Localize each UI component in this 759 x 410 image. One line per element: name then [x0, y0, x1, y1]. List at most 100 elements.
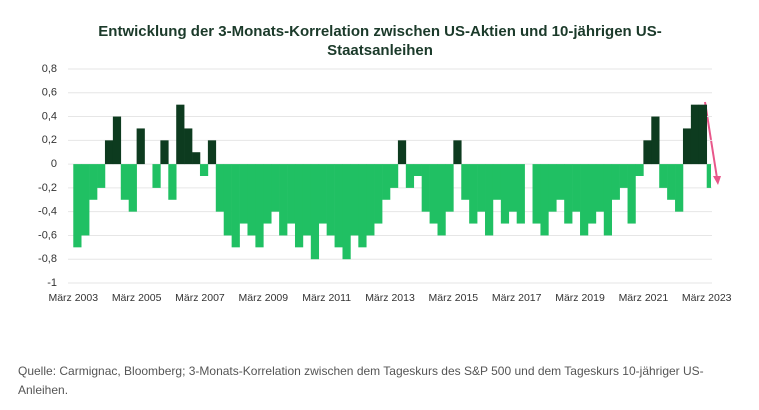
area-segment [667, 164, 676, 200]
area-segment [97, 164, 106, 188]
area-segment [168, 164, 177, 200]
area-segment [271, 164, 280, 212]
x-tick-label: März 2007 [175, 292, 225, 304]
area-segment [326, 164, 335, 236]
area-segment [279, 164, 288, 236]
area-segment [461, 164, 470, 200]
area-segment [152, 164, 161, 188]
y-tick-label: -0,8 [38, 253, 57, 265]
area-segment [73, 164, 82, 248]
x-tick-label: März 2017 [492, 292, 542, 304]
area-segment [199, 164, 209, 176]
area-segment [223, 164, 232, 236]
source-note: Quelle: Carmignac, Bloomberg; 3-Monats-K… [18, 364, 704, 397]
area-segment [342, 164, 351, 260]
area-segment [366, 164, 375, 236]
area-segment [334, 164, 343, 248]
x-tick-label: März 2013 [365, 292, 415, 304]
y-tick-label: 0,8 [42, 63, 57, 75]
y-tick-label: 0,4 [42, 110, 57, 122]
area-segment [247, 164, 256, 236]
y-tick-label: 0,6 [42, 87, 57, 99]
area-segment [698, 104, 708, 165]
area-segment [580, 164, 589, 236]
area-segment [89, 164, 98, 200]
area-segment [128, 164, 137, 212]
area-segment [492, 164, 502, 200]
area-segment [239, 164, 248, 224]
area-segment [564, 164, 573, 224]
area-segment [160, 140, 169, 165]
area-segment [390, 164, 399, 188]
area-segment [231, 164, 240, 248]
area-segment [651, 116, 660, 165]
area-segment [477, 164, 486, 212]
area-segment [675, 164, 684, 212]
area-segment [706, 164, 711, 188]
area-segment [192, 152, 201, 165]
area-segment [445, 164, 454, 212]
x-tick-label: März 2011 [302, 292, 351, 304]
chart-title: Entwicklung der 3-Monats-Korrelation zwi… [98, 23, 662, 59]
area-segment [397, 140, 407, 165]
area-segment [350, 164, 359, 236]
area-segment [263, 164, 272, 224]
area-segment [429, 164, 438, 224]
area-segment [516, 164, 525, 224]
area-segment [255, 164, 264, 248]
area-segment [659, 164, 668, 188]
area-segment [635, 164, 644, 176]
arrow-head [713, 176, 721, 185]
area-segment [587, 164, 597, 224]
area-segment [603, 164, 613, 236]
y-tick-label: -0,6 [38, 229, 57, 241]
area-segment [382, 164, 391, 200]
area-segment [112, 116, 122, 165]
area-segment [619, 164, 628, 188]
area-segment [207, 140, 217, 165]
area-segment [682, 128, 692, 165]
area-segment [627, 164, 636, 224]
y-tick-label: -0,2 [38, 182, 57, 194]
area-segment [595, 164, 605, 212]
area-segment [532, 164, 541, 224]
area-segment [572, 164, 581, 212]
area-segment [500, 164, 510, 224]
y-tick-label: 0 [51, 158, 57, 170]
x-tick-label: März 2021 [619, 292, 669, 304]
area-segment [136, 128, 145, 165]
y-tick-label: 0,2 [42, 134, 57, 146]
area-segment [302, 164, 312, 236]
area-segment [310, 164, 320, 260]
area-segment [413, 164, 422, 176]
area-segment [176, 104, 185, 165]
x-tick-label: März 2005 [112, 292, 162, 304]
area-segment [421, 164, 430, 212]
chart: 0,8 0,6 0,4 0,2 0 -0,2 -0,4 -0,6 -0,8 -1 März 2003… [38, 63, 732, 304]
area-segment [104, 140, 114, 165]
x-tick-label: März 2003 [48, 292, 98, 304]
area-segment [374, 164, 383, 224]
area-segment [469, 164, 478, 224]
area-segment [294, 164, 304, 248]
area-segment [485, 164, 494, 236]
x-tick-label: März 2009 [239, 292, 289, 304]
area-segment [287, 164, 296, 224]
x-tick-label: März 2019 [555, 292, 605, 304]
area-segment [453, 140, 462, 165]
area-segment [120, 164, 130, 200]
area-segment [540, 164, 549, 236]
area-segment [184, 128, 193, 165]
x-tick-label: März 2023 [682, 292, 732, 304]
area-segment [556, 164, 565, 200]
y-tick-label: -0,4 [38, 206, 57, 218]
area-segment [508, 164, 517, 212]
area-segment [690, 104, 700, 165]
x-tick-label: März 2015 [429, 292, 479, 304]
area-segment [611, 164, 620, 200]
area-segment [548, 164, 557, 212]
area-segment [81, 164, 90, 236]
area-segment [318, 164, 327, 224]
area-segment [215, 164, 225, 212]
